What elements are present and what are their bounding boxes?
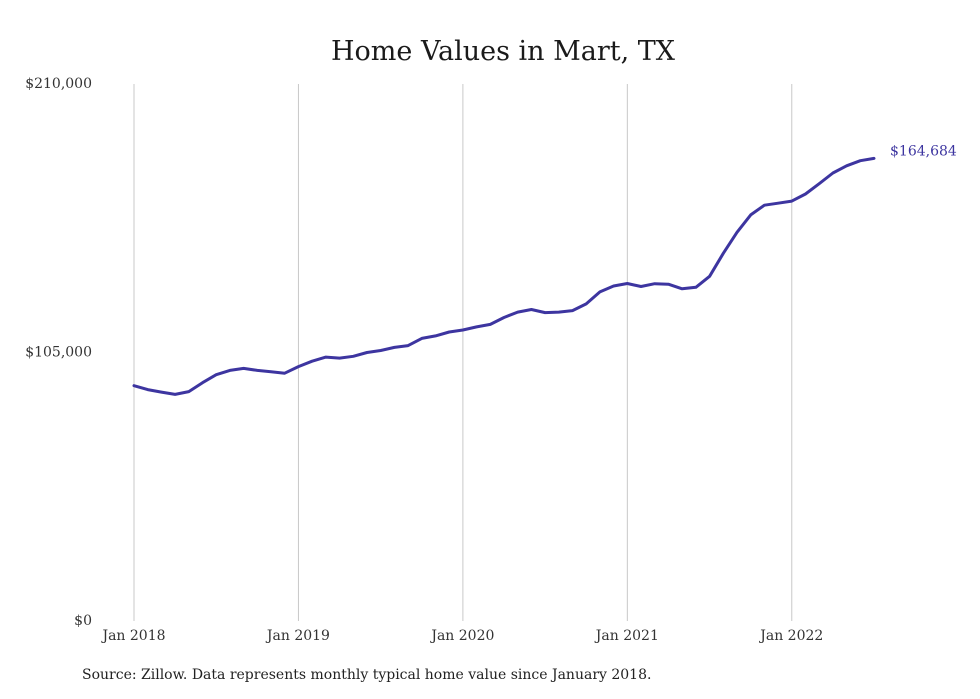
chart-title: Home Values in Mart, TX [331,36,676,67]
y-tick-label: $210,000 [25,76,92,92]
x-tick-label: Jan 2022 [758,628,823,644]
home-value-line [132,156,876,396]
x-tick-label: Jan 2020 [429,628,494,644]
x-tick-label: Jan 2021 [594,628,659,644]
x-axis-tick-labels: Jan 2018 Jan 2019 Jan 2020 Jan 2021 Jan 2022 [100,628,823,644]
latest-value-label: $164,684 [890,143,957,159]
y-axis-tick-labels: $0 $105,000 $210,000 [25,76,92,629]
x-tick-label: Jan 2018 [100,628,165,644]
source-note: Source: Zillow. Data represents monthly … [82,667,652,683]
x-tick-label: Jan 2019 [265,628,330,644]
vertical-gridlines [133,84,793,621]
y-tick-label: $0 [74,613,92,629]
y-tick-label: $105,000 [25,345,92,361]
